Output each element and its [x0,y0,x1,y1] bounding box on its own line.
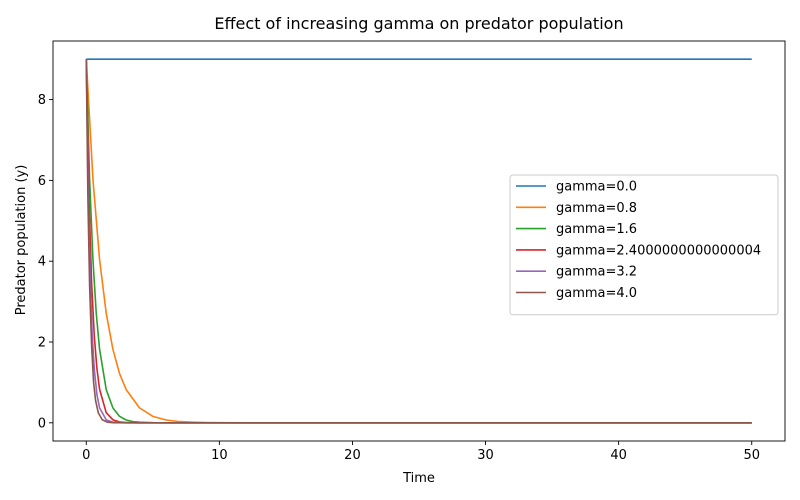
x-tick-label: 30 [477,448,494,463]
axes: 0 10 20 30 40 50 0 2 4 6 8 [38,40,786,463]
y-tick-label: 4 [38,255,46,270]
legend-entry-3: gamma=2.4000000000000004 [556,243,761,258]
x-tick-label: 20 [344,448,361,463]
y-tick-label: 2 [38,336,46,351]
x-tick-label: 0 [82,448,90,463]
y-tick-label: 8 [38,93,46,108]
legend-entry-4: gamma=3.2 [556,265,637,280]
legend-entry-0: gamma=0.0 [556,180,637,195]
legend-entry-1: gamma=0.8 [556,201,637,216]
y-tick-label: 0 [38,416,46,431]
legend-box [509,174,779,316]
y-tick-label: 6 [38,174,46,189]
legend-entry-2: gamma=1.6 [556,222,637,237]
x-tick-label: 50 [743,448,760,463]
plot-frame [52,40,786,442]
series-line-5 [85,59,752,424]
y-axis-label: Predator population (y) [14,165,29,316]
x-tick-label: 10 [211,448,228,463]
x-axis-label: Time [402,471,435,486]
plot-area [85,58,752,424]
x-tick-label: 40 [610,448,627,463]
legend: gamma=0.0 gamma=0.8 gamma=1.6 gamma=2.40000… [509,174,779,316]
chart-title: Effect of increasing gamma on predator p… [214,14,623,33]
legend-entry-5: gamma=4.0 [556,286,637,301]
